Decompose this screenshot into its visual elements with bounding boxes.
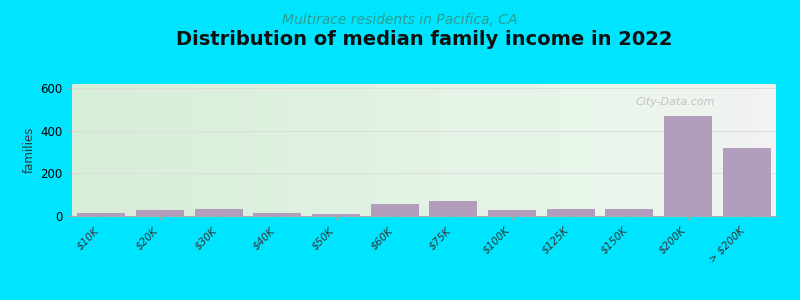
Bar	[546, 209, 594, 216]
Text: City-Data.com: City-Data.com	[635, 97, 714, 107]
Bar	[430, 201, 478, 216]
Bar	[722, 148, 770, 216]
Title: Distribution of median family income in 2022: Distribution of median family income in …	[176, 30, 672, 49]
Bar	[664, 116, 712, 216]
Bar	[194, 208, 242, 216]
Bar	[312, 214, 360, 216]
Text: Multirace residents in Pacifica, CA: Multirace residents in Pacifica, CA	[282, 13, 518, 27]
Bar	[136, 210, 184, 216]
Y-axis label: families: families	[23, 127, 36, 173]
Bar	[488, 210, 536, 216]
Bar	[370, 204, 418, 216]
Bar	[78, 213, 126, 216]
Bar	[606, 208, 654, 216]
Bar	[254, 213, 302, 216]
